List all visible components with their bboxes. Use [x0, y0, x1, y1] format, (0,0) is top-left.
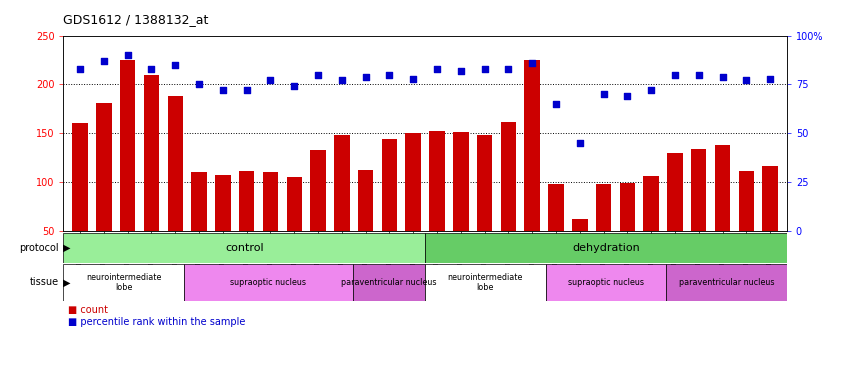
Bar — [144, 75, 159, 279]
Point — [525, 60, 539, 66]
Text: ▶: ▶ — [63, 243, 70, 253]
Point — [97, 58, 111, 64]
Point — [264, 78, 277, 84]
Bar — [715, 145, 730, 279]
Text: tissue: tissue — [30, 278, 59, 287]
Point — [431, 66, 444, 72]
Bar — [596, 184, 612, 279]
Text: ■ percentile rank within the sample: ■ percentile rank within the sample — [68, 317, 245, 327]
Bar — [334, 135, 349, 279]
Point — [739, 78, 753, 84]
Point — [216, 87, 229, 93]
Point — [478, 66, 492, 72]
Bar — [63, 264, 184, 301]
Bar — [477, 135, 492, 279]
Text: protocol: protocol — [19, 243, 59, 253]
Bar — [405, 133, 421, 279]
Point — [192, 81, 206, 87]
Point — [454, 68, 468, 74]
Bar — [239, 171, 255, 279]
Point — [168, 62, 182, 68]
Bar — [184, 264, 353, 301]
Point — [240, 87, 254, 93]
Bar — [191, 172, 206, 279]
Bar — [353, 264, 425, 301]
Point — [621, 93, 634, 99]
Point — [359, 74, 372, 80]
Text: control: control — [225, 243, 264, 253]
Point — [668, 72, 682, 78]
Bar — [120, 60, 135, 279]
Text: ▶: ▶ — [63, 278, 70, 287]
Point — [573, 140, 586, 146]
Point — [645, 87, 658, 93]
Text: paraventricular nucleus: paraventricular nucleus — [341, 278, 437, 287]
Bar — [546, 264, 667, 301]
Point — [335, 78, 349, 84]
Bar — [525, 60, 540, 279]
Point — [692, 72, 706, 78]
Bar — [358, 170, 373, 279]
Bar — [453, 132, 469, 279]
Bar — [263, 172, 278, 279]
Point — [549, 101, 563, 107]
Bar — [619, 183, 635, 279]
Bar — [310, 150, 326, 279]
Bar — [425, 232, 787, 263]
Bar — [63, 232, 425, 263]
Bar — [667, 153, 683, 279]
Bar — [73, 123, 88, 279]
Bar — [215, 175, 231, 279]
Point — [502, 66, 515, 72]
Text: dehydration: dehydration — [572, 243, 640, 253]
Point — [288, 83, 301, 89]
Point — [763, 75, 777, 81]
Point — [382, 72, 396, 78]
Point — [311, 72, 325, 78]
Bar — [739, 171, 754, 279]
Point — [121, 52, 135, 58]
Bar — [425, 264, 546, 301]
Text: paraventricular nucleus: paraventricular nucleus — [678, 278, 774, 287]
Text: ■ count: ■ count — [68, 304, 107, 315]
Text: supraoptic nucleus: supraoptic nucleus — [568, 278, 644, 287]
Bar — [96, 103, 112, 279]
Bar — [287, 177, 302, 279]
Text: neurointermediate
lobe: neurointermediate lobe — [86, 273, 162, 292]
Point — [716, 74, 729, 80]
Bar — [501, 122, 516, 279]
Point — [145, 66, 158, 72]
Point — [406, 75, 420, 81]
Point — [596, 91, 610, 97]
Bar — [429, 131, 445, 279]
Text: supraoptic nucleus: supraoptic nucleus — [230, 278, 306, 287]
Bar — [548, 184, 563, 279]
Point — [74, 66, 87, 72]
Bar — [382, 139, 397, 279]
Bar — [691, 149, 706, 279]
Bar — [666, 264, 787, 301]
Bar — [572, 219, 587, 279]
Bar — [762, 166, 777, 279]
Text: GDS1612 / 1388132_at: GDS1612 / 1388132_at — [63, 13, 209, 26]
Bar — [168, 96, 183, 279]
Bar — [644, 176, 659, 279]
Text: neurointermediate
lobe: neurointermediate lobe — [448, 273, 523, 292]
